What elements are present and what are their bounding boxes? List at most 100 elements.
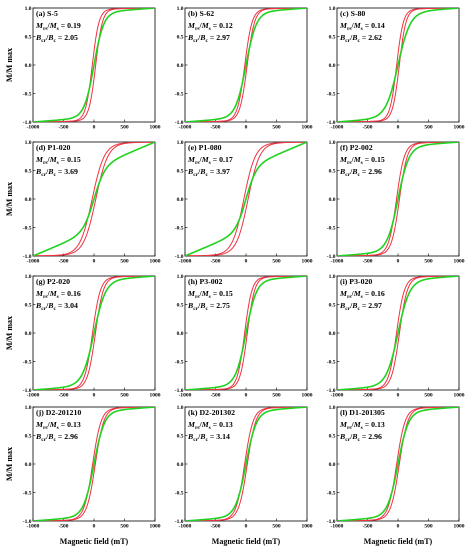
bcr-bc-value-b: 2.97: [216, 33, 230, 42]
bcr-bc-ratio-f: Bcr/Bc = 2.96: [339, 167, 382, 178]
x-tick-label-a-4: 1000: [150, 125, 161, 131]
bcr-bc-value-d: 3.69: [64, 167, 78, 176]
y-tick-label-b-0: -1.0: [175, 120, 184, 126]
y-tick-label-b-1: -0.5: [175, 92, 184, 98]
x-tick-label-l-3: 500: [424, 524, 433, 530]
x-tick-label-e-0: -1000: [179, 259, 192, 265]
y-tick-label-e-3: 0.5: [177, 169, 184, 175]
panel-c: -1000 -500 0 500 1000-1.0-0.50.00.51.0 (c) S-…: [327, 6, 465, 131]
hysteresis-lower-branch-f: [337, 142, 459, 256]
hysteresis-lower-branch-d: [33, 142, 155, 256]
bcr-bc-ratio-i: Bcr/Bc = 2.97: [339, 301, 382, 312]
curves-i: [337, 276, 459, 390]
y-tick-label-f-2: 0.0: [329, 197, 336, 203]
mrs-ms-value-k: 0.13: [219, 420, 233, 429]
x-tick-label-g-1: -500: [58, 393, 68, 399]
x-tick-label-c-1: -500: [362, 125, 372, 131]
panel-title-d: (d) P1-020: [36, 143, 71, 152]
panel-k: -1000 -500 0 500 1000-1.0-0.50.00.51.0 (k) D2…: [175, 405, 313, 530]
panel-title-h: (h) P3-002: [188, 277, 223, 286]
y-tick-label-h-2: 0.0: [177, 331, 184, 337]
y-tick-label-h-4: 1.0: [177, 274, 184, 280]
bcr-bc-value-a: 2.05: [64, 33, 78, 42]
y-tick-label-e-2: 0.0: [177, 197, 184, 203]
x-tick-label-h-1: -500: [210, 393, 220, 399]
ylabel-row-2: M/M max: [5, 182, 14, 216]
panel-title-l: (l) D1-201305: [340, 408, 385, 417]
y-tick-label-e-4: 1.0: [177, 140, 184, 146]
hysteresis-lower-branch-l: [337, 407, 459, 521]
mrs-ms-ratio-f: Mrs/Ms = 0.15: [339, 155, 385, 166]
y-tick-label-b-2: 0.0: [177, 63, 184, 69]
bcr-bc-ratio-e: Bcr/Bc = 3.97: [187, 167, 230, 178]
x-tick-label-e-1: -500: [210, 259, 220, 265]
curves-c: [337, 8, 459, 122]
x-tick-label-f-1: -500: [362, 259, 372, 265]
bcr-bc-value-f: 2.96: [368, 167, 382, 176]
curves-j: [33, 407, 155, 521]
y-tick-label-f-3: 0.5: [329, 169, 336, 175]
x-tick-label-i-2: 0: [397, 393, 400, 399]
x-tick-label-g-4: 1000: [150, 393, 161, 399]
y-tick-label-e-0: -1.0: [175, 254, 184, 260]
x-tick-label-d-0: -1000: [27, 259, 40, 265]
y-tick-label-k-3: 0.5: [177, 434, 184, 440]
y-tick-label-i-4: 1.0: [329, 274, 336, 280]
irm-curve-e: [185, 142, 307, 256]
mrs-ms-value-c: 0.14: [371, 21, 385, 30]
y-tick-label-i-3: 0.5: [329, 303, 336, 309]
x-tick-label-b-0: -1000: [179, 125, 192, 131]
mrs-ms-value-d: 0.15: [67, 155, 81, 164]
x-tick-label-h-0: -1000: [179, 393, 192, 399]
x-tick-label-g-0: -1000: [27, 393, 40, 399]
x-tick-label-j-0: -1000: [27, 524, 40, 530]
x-tick-label-c-4: 1000: [454, 125, 465, 131]
bcr-bc-value-l: 2.96: [368, 432, 382, 441]
curves-k: [185, 407, 307, 521]
bcr-bc-value-g: 3.04: [64, 301, 78, 310]
bcr-bc-value-c: 2.62: [368, 33, 382, 42]
y-tick-label-h-3: 0.5: [177, 303, 184, 309]
y-tick-label-b-3: 0.5: [177, 35, 184, 41]
irm-curve-h: [185, 276, 307, 390]
y-tick-label-k-1: -0.5: [175, 491, 184, 497]
bcr-bc-value-j: 2.96: [64, 432, 78, 441]
y-tick-label-g-0: -1.0: [23, 388, 32, 394]
x-tick-label-i-1: -500: [362, 393, 372, 399]
mrs-ms-ratio-d: Mrs/Ms = 0.15: [35, 155, 81, 166]
x-tick-label-b-2: 0: [245, 125, 248, 131]
mrs-ms-ratio-e: Mrs/Ms = 0.17: [187, 155, 233, 166]
y-tick-label-e-1: -0.5: [175, 226, 184, 232]
xlabel-col-2: Magnetic field (mT): [212, 537, 281, 546]
curves-d: [33, 142, 155, 256]
y-tick-label-k-0: -1.0: [175, 519, 184, 525]
x-tick-label-a-2: 0: [93, 125, 96, 131]
ylabel-row-2-text: M/M max: [5, 182, 14, 216]
y-tick-label-a-2: 0.0: [25, 63, 32, 69]
mrs-ms-ratio-g: Mrs/Ms = 0.16: [35, 289, 81, 300]
bcr-bc-value-e: 3.97: [216, 167, 230, 176]
panel-title-k: (k) D2-201302: [188, 408, 235, 417]
irm-curve-i: [337, 276, 459, 390]
y-tick-label-g-1: -0.5: [23, 360, 32, 366]
x-tick-label-f-0: -1000: [331, 259, 344, 265]
x-tick-label-i-4: 1000: [454, 393, 465, 399]
ylabel-row-4-text: M/M max: [5, 447, 14, 481]
bcr-bc-ratio-a: Bcr/Bc = 2.05: [35, 33, 78, 44]
x-tick-label-d-3: 500: [120, 259, 129, 265]
mrs-ms-value-e: 0.17: [219, 155, 233, 164]
x-tick-label-l-0: -1000: [331, 524, 344, 530]
x-tick-label-h-2: 0: [245, 393, 248, 399]
panel-a: -1000 -500 0 500 1000-1.0-0.50.00.51.0 (a) S-…: [23, 6, 161, 131]
y-tick-label-c-4: 1.0: [329, 6, 336, 12]
mrs-ms-ratio-l: Mrs/Ms = 0.13: [339, 420, 385, 431]
x-tick-label-a-1: -500: [58, 125, 68, 131]
x-tick-label-j-4: 1000: [150, 524, 161, 530]
irm-curve-l: [337, 407, 459, 521]
hysteresis-lower-branch-b: [185, 8, 307, 122]
y-tick-label-c-3: 0.5: [329, 35, 336, 41]
x-tick-label-l-1: -500: [362, 524, 372, 530]
